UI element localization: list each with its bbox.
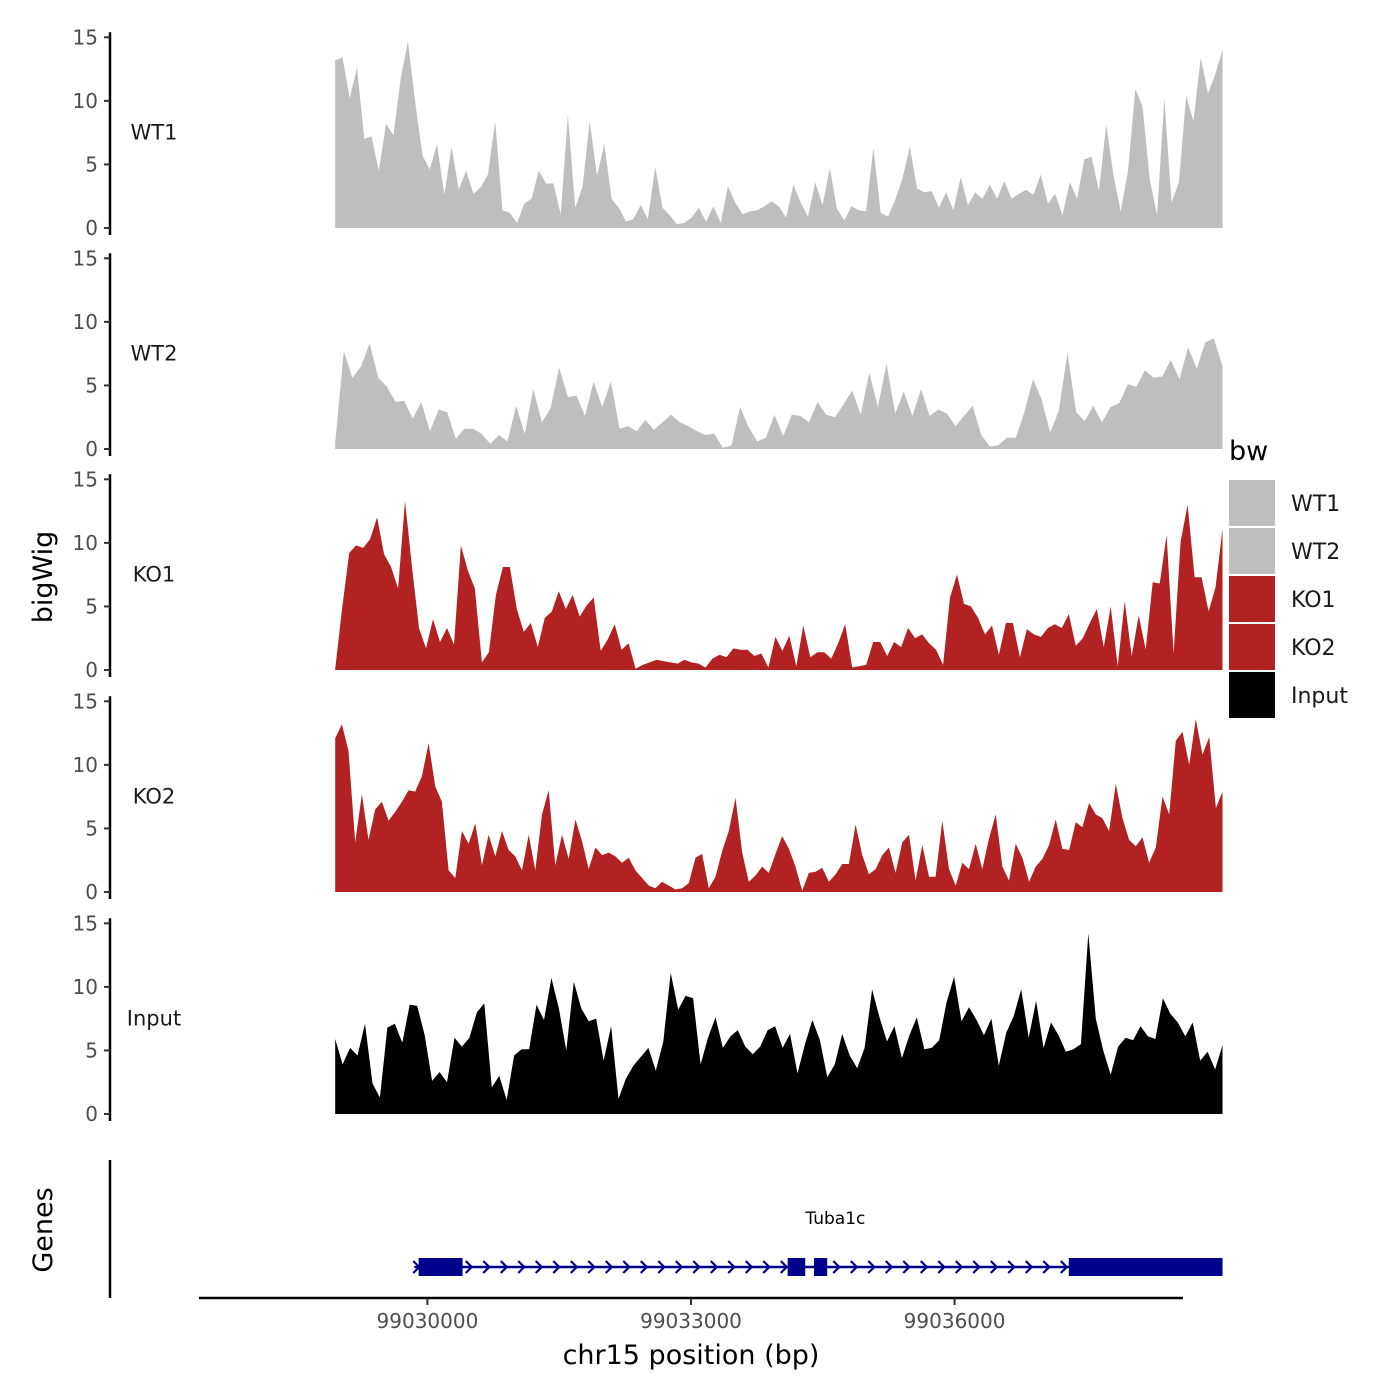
x-tick-label: 99030000 [377, 1309, 479, 1333]
strand-arrow [517, 1260, 526, 1274]
gene-Tuba1c: Tuba1c [412, 1209, 1223, 1276]
strand-arrow [569, 1260, 579, 1274]
strand-arrow [989, 1260, 999, 1274]
x-tick-label: 99033000 [640, 1309, 742, 1333]
area-Input [335, 933, 1223, 1114]
track-label: Input [127, 1007, 181, 1031]
exon [1068, 1258, 1223, 1276]
y-tick-label: 15 [73, 25, 98, 49]
legend-key-KO1 [1229, 576, 1275, 622]
strand-arrow [884, 1260, 894, 1274]
y-tick-label: 0 [85, 1102, 98, 1126]
y-tick-label: 15 [73, 246, 98, 270]
x-tick-label: 99036000 [904, 1309, 1006, 1333]
strand-arrow [832, 1260, 841, 1274]
strand-arrow [464, 1260, 474, 1274]
legend-key-Input [1229, 672, 1275, 718]
track-KO2: 0 5 10 15 KO2 [73, 689, 1223, 904]
area-KO1 [335, 500, 1223, 670]
strand-arrow [499, 1260, 509, 1274]
legend-label-WT1: WT1 [1291, 492, 1340, 517]
track-Input: 0 5 10 15 Input [73, 911, 1223, 1126]
y-tick-label: 0 [85, 437, 98, 461]
strand-arrow [744, 1260, 754, 1274]
y-axis-title: bigWig [28, 531, 59, 624]
y-tick-label: 0 [85, 216, 98, 240]
y-tick-label: 5 [85, 594, 98, 618]
strand-arrow [587, 1260, 596, 1274]
tracks: 0 5 10 15 WT1 0 5 10 15 WT2 0 5 10 15 KO1 0 5 10 15 KO2 0 5 10… [73, 25, 1223, 1126]
exon [418, 1258, 463, 1276]
y-tick-label: 15 [73, 911, 98, 935]
strand-arrow [1024, 1260, 1034, 1274]
strand-arrow [727, 1260, 736, 1274]
legend-label-WT2: WT2 [1291, 540, 1340, 565]
track-KO1: 0 5 10 15 KO1 [73, 467, 1223, 682]
area-KO2 [335, 719, 1223, 892]
y-tick-label: 5 [85, 373, 98, 397]
strand-arrow [954, 1260, 964, 1274]
y-tick-label: 15 [73, 689, 98, 713]
strand-arrow [762, 1260, 771, 1274]
y-tick-label: 0 [85, 658, 98, 682]
track-WT1: 0 5 10 15 WT1 [73, 25, 1223, 240]
y-tick-label: 15 [73, 467, 98, 491]
exon [814, 1258, 828, 1276]
strand-arrow [709, 1260, 719, 1274]
legend-title: bw [1229, 436, 1268, 467]
strand-arrow [604, 1260, 614, 1274]
legend-label-KO2: KO2 [1291, 636, 1336, 661]
track-label: WT1 [131, 121, 178, 145]
strand-arrow [534, 1260, 544, 1274]
strand-arrow [674, 1260, 684, 1274]
strand-arrow [482, 1260, 491, 1274]
strand-arrow [779, 1260, 789, 1274]
legend-label-KO1: KO1 [1291, 588, 1336, 613]
x-axis: 99030000 99033000 99036000 [199, 1296, 1183, 1333]
legend-label-Input: Input [1291, 684, 1348, 709]
y-tick-label: 5 [85, 152, 98, 176]
strand-arrow [1042, 1260, 1051, 1274]
x-axis-title: chr15 position (bp) [563, 1340, 820, 1371]
strand-arrow [639, 1260, 649, 1274]
track-label: WT2 [131, 342, 178, 366]
strand-arrow [657, 1260, 666, 1274]
strand-arrow [1059, 1260, 1069, 1274]
y-tick-label: 10 [73, 310, 98, 334]
legend: WT1 WT2 KO1 KO2 Input [1229, 480, 1348, 718]
y-tick-label: 10 [73, 89, 98, 113]
y-tick-label: 0 [85, 880, 98, 904]
strand-arrow [937, 1260, 946, 1274]
track-label: KO2 [133, 785, 176, 809]
legend-key-KO2 [1229, 624, 1275, 670]
strand-arrow [1007, 1260, 1016, 1274]
area-WT2 [335, 338, 1223, 449]
y-tick-label: 10 [73, 975, 98, 999]
strand-arrow [622, 1260, 631, 1274]
track-label: KO1 [133, 563, 176, 587]
gene-panel: Tuba1c [108, 1160, 1223, 1298]
legend-key-WT2 [1229, 528, 1275, 574]
strand-arrow [867, 1260, 876, 1274]
gene-label: Tuba1c [804, 1209, 865, 1229]
legend-key-WT1 [1229, 480, 1275, 526]
strand-arrow [692, 1260, 701, 1274]
strand-arrow [902, 1260, 911, 1274]
track-WT2: 0 5 10 15 WT2 [73, 246, 1223, 461]
genes-axis-title: Genes [28, 1187, 59, 1272]
y-tick-label: 10 [73, 753, 98, 777]
strand-arrow [919, 1260, 929, 1274]
strand-arrow [972, 1260, 981, 1274]
strand-arrow [849, 1260, 859, 1274]
y-tick-label: 10 [73, 531, 98, 555]
exon [787, 1258, 806, 1276]
y-tick-label: 5 [85, 1038, 98, 1062]
area-WT1 [335, 41, 1223, 228]
y-tick-label: 5 [85, 816, 98, 840]
strand-arrow [552, 1260, 561, 1274]
